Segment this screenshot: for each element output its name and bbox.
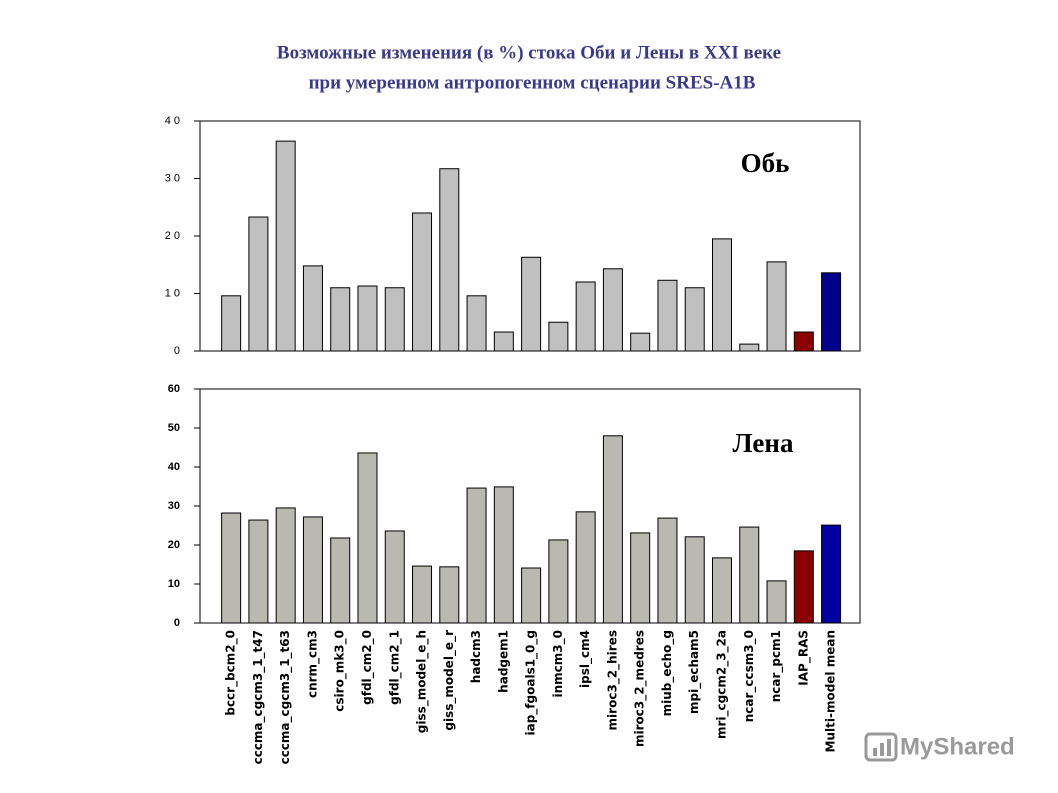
x-tick-label: cnrm_cm3 xyxy=(305,630,320,698)
x-tick-label: hadgem1 xyxy=(496,630,510,693)
watermark: MyShared xyxy=(900,733,1015,760)
bar xyxy=(357,452,378,624)
bar xyxy=(221,512,242,624)
bar xyxy=(357,285,378,352)
y-tick-label: 10 xyxy=(168,578,180,590)
bar xyxy=(384,530,405,624)
bar xyxy=(739,343,760,352)
bar xyxy=(302,265,323,352)
bar xyxy=(657,517,678,624)
bar xyxy=(330,287,351,352)
x-tick-label: mri_cgcm2_3_2a xyxy=(714,630,729,739)
x-tick-label: hadcm3 xyxy=(469,630,483,683)
x-tick-label: miub_echo_g xyxy=(660,630,675,716)
y-tick-label: 2 0 xyxy=(165,230,180,242)
bar xyxy=(221,295,242,352)
y-tick-label: 1 0 xyxy=(165,287,180,299)
x-tick-label: bccr_bcm2_0 xyxy=(224,630,239,716)
y-tick-label: 60 xyxy=(168,383,180,395)
bar xyxy=(575,511,596,624)
bar xyxy=(493,331,514,352)
bar xyxy=(793,550,814,624)
x-tick-label: cccma_cgcm3_1_t63 xyxy=(278,630,293,764)
bar xyxy=(521,567,542,624)
bar xyxy=(521,256,542,352)
bar xyxy=(821,524,842,624)
bar xyxy=(630,332,651,352)
x-tick-label: miroc3_2_hires xyxy=(605,630,620,730)
bar xyxy=(548,539,569,624)
x-tick-label: IAP_RAS xyxy=(796,630,811,686)
x-tick-label: miroc3_2_medres xyxy=(633,630,648,747)
bar xyxy=(575,281,596,352)
bar xyxy=(711,238,732,352)
bar xyxy=(630,532,651,624)
x-tick-label: Multi-model mean xyxy=(824,630,838,752)
bar xyxy=(657,279,678,352)
y-tick-label: 0 xyxy=(174,617,180,629)
x-tick-label: ipsl_cm4 xyxy=(578,630,593,688)
bar xyxy=(275,507,296,624)
x-tick-label: gfdl_cm2_0 xyxy=(360,630,375,705)
bar xyxy=(466,295,487,352)
bar xyxy=(384,287,405,352)
bar xyxy=(739,526,760,624)
bar xyxy=(248,519,269,624)
bar xyxy=(412,212,433,352)
x-tick-label: gfdl_cm2_1 xyxy=(387,630,402,705)
bar xyxy=(766,261,787,352)
bar xyxy=(684,536,705,624)
x-tick-label: giss_model_e_h xyxy=(415,630,430,733)
x-tick-label: csiro_mk3_0 xyxy=(333,630,348,712)
x-tick-label: ncar_ccsm3_0 xyxy=(742,630,757,722)
watermark-icon xyxy=(864,732,898,762)
y-tick-label: 3 0 xyxy=(165,172,180,184)
bar xyxy=(466,487,487,624)
y-tick-label: 20 xyxy=(168,539,180,551)
annotation: Обь xyxy=(741,148,790,178)
x-tick-label: iap_fgoals1_0_g xyxy=(524,630,539,736)
x-tick-label: giss_model_e_r xyxy=(442,630,457,731)
bar xyxy=(821,272,842,352)
bar xyxy=(248,216,269,352)
y-tick-label: 0 xyxy=(174,345,180,357)
x-tick-label: cccma_cgcm3_1_t47 xyxy=(251,630,266,764)
bar xyxy=(439,566,460,624)
y-tick-label: 40 xyxy=(168,461,180,473)
y-tick-label: 4 0 xyxy=(165,115,180,127)
x-tick-label: inmcm3_0 xyxy=(551,630,566,697)
chart-title: Возможные изменения (в %) стока Оби и Ле… xyxy=(277,42,781,63)
bar xyxy=(602,268,623,352)
bar xyxy=(602,435,623,624)
bar xyxy=(302,516,323,624)
y-tick-label: 30 xyxy=(168,500,180,512)
bar xyxy=(412,565,433,624)
x-tick-label: ncar_pcm1 xyxy=(769,630,784,702)
bar xyxy=(766,580,787,624)
bar xyxy=(793,331,814,352)
annotation: Лена xyxy=(733,428,794,458)
x-tick-label: mpi_echam5 xyxy=(687,630,702,714)
bar xyxy=(711,557,732,624)
bar xyxy=(275,140,296,352)
bar xyxy=(439,168,460,352)
chart-title: при умеренном антропогенном сценарии SRE… xyxy=(309,72,756,93)
bar xyxy=(493,486,514,624)
bar xyxy=(548,321,569,352)
y-tick-label: 50 xyxy=(168,422,180,434)
bar xyxy=(684,287,705,352)
bar xyxy=(330,537,351,624)
